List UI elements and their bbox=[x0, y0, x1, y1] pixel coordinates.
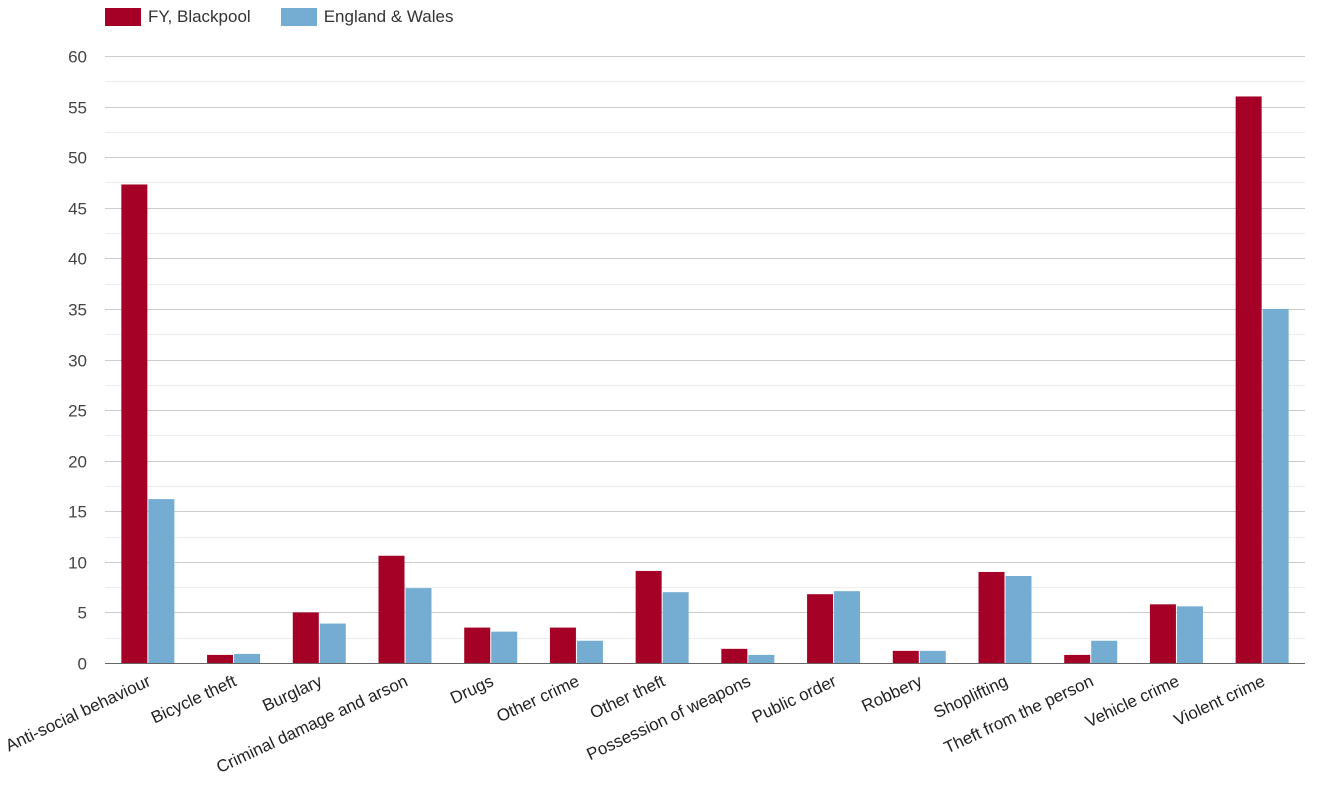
x-tick-label: Theft from the person bbox=[941, 671, 1096, 757]
y-tick-label: 25 bbox=[68, 402, 87, 421]
bar-england-wales-robbery[interactable] bbox=[919, 650, 946, 663]
y-tick-label: 15 bbox=[68, 503, 87, 522]
legend-item-fy-blackpool[interactable]: FY, Blackpool bbox=[105, 7, 251, 27]
legend: FY, Blackpool England & Wales bbox=[105, 7, 453, 27]
bar-fy-blackpool-shoplifting[interactable] bbox=[978, 571, 1005, 663]
bar-england-wales-possession-of-weapons[interactable] bbox=[748, 654, 775, 663]
y-tick-label: 50 bbox=[68, 149, 87, 168]
y-tick-label: 0 bbox=[78, 655, 87, 674]
y-tick-label: 5 bbox=[78, 604, 87, 623]
bar-england-wales-other-theft[interactable] bbox=[662, 592, 689, 663]
bar-england-wales-burglary[interactable] bbox=[319, 623, 346, 663]
x-tick-label: Public order bbox=[749, 671, 840, 727]
x-tick-label: Burglary bbox=[260, 671, 326, 715]
legend-label-fy-blackpool: FY, Blackpool bbox=[148, 7, 251, 26]
bar-fy-blackpool-other-crime[interactable] bbox=[549, 627, 576, 663]
y-tick-label: 35 bbox=[68, 301, 87, 320]
x-tick-label: Bicycle theft bbox=[148, 671, 239, 727]
bar-england-wales-theft-from-the-person[interactable] bbox=[1091, 640, 1118, 663]
bar-england-wales-violent-crime[interactable] bbox=[1262, 308, 1289, 663]
bar-fy-blackpool-bicycle-theft[interactable] bbox=[207, 654, 234, 663]
y-tick-label: 60 bbox=[68, 48, 87, 67]
legend-swatch-fy-blackpool bbox=[105, 8, 141, 26]
bar-fy-blackpool-theft-from-the-person[interactable] bbox=[1064, 654, 1091, 663]
x-tick-label: Drugs bbox=[447, 671, 496, 707]
bar-england-wales-shoplifting[interactable] bbox=[1005, 575, 1032, 663]
bar-england-wales-public-order[interactable] bbox=[834, 591, 861, 663]
x-tick-label: Possession of weapons bbox=[584, 671, 754, 764]
y-tick-label: 20 bbox=[68, 453, 87, 472]
bar-england-wales-anti-social-behaviour[interactable] bbox=[148, 499, 175, 663]
bar-england-wales-other-crime[interactable] bbox=[576, 640, 603, 663]
y-tick-label: 55 bbox=[68, 99, 87, 118]
y-tick-label: 10 bbox=[68, 554, 87, 573]
x-tick-label: Anti-social behaviour bbox=[2, 671, 153, 755]
x-tick-label: Violent crime bbox=[1171, 671, 1268, 730]
bar-england-wales-vehicle-crime[interactable] bbox=[1176, 606, 1203, 663]
bar-fy-blackpool-violent-crime[interactable] bbox=[1235, 96, 1262, 663]
bar-england-wales-criminal-damage-and-arson[interactable] bbox=[405, 588, 432, 663]
y-tick-label: 30 bbox=[68, 352, 87, 371]
x-tick-label: Other crime bbox=[494, 671, 583, 726]
bar-fy-blackpool-robbery[interactable] bbox=[892, 650, 919, 663]
bar-fy-blackpool-burglary[interactable] bbox=[292, 612, 319, 663]
x-tick-label: Vehicle crime bbox=[1082, 671, 1182, 731]
x-tick-label: Robbery bbox=[859, 671, 926, 716]
bar-fy-blackpool-public-order[interactable] bbox=[807, 594, 834, 663]
y-tick-label: 40 bbox=[68, 250, 87, 269]
legend-item-england-wales[interactable]: England & Wales bbox=[280, 7, 454, 27]
bar-england-wales-bicycle-theft[interactable] bbox=[234, 653, 261, 663]
bar-fy-blackpool-drugs[interactable] bbox=[464, 627, 491, 663]
bar-england-wales-drugs[interactable] bbox=[491, 631, 518, 663]
legend-swatch-england-wales bbox=[280, 8, 317, 26]
legend-label-england-wales: England & Wales bbox=[323, 7, 454, 26]
bar-fy-blackpool-anti-social-behaviour[interactable] bbox=[121, 184, 148, 663]
bar-fy-blackpool-criminal-damage-and-arson[interactable] bbox=[378, 555, 405, 663]
bar-fy-blackpool-possession-of-weapons[interactable] bbox=[721, 648, 748, 663]
bar-fy-blackpool-other-theft[interactable] bbox=[635, 570, 662, 663]
bar-fy-blackpool-vehicle-crime[interactable] bbox=[1149, 604, 1176, 663]
y-tick-label: 45 bbox=[68, 200, 87, 219]
